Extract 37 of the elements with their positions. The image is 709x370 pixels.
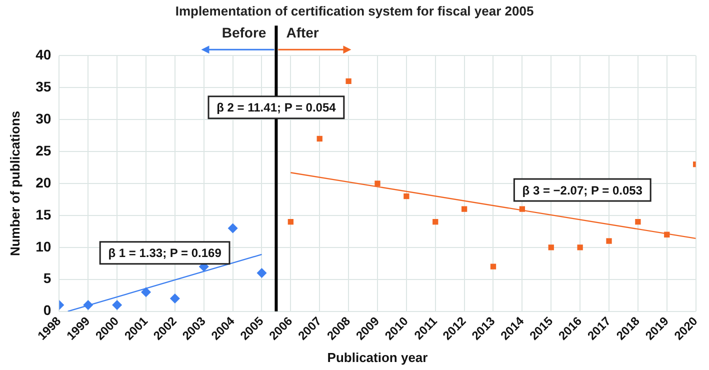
point	[316, 136, 322, 142]
y-tick-label: 25	[36, 142, 52, 158]
point	[606, 238, 612, 244]
point	[170, 294, 180, 304]
chart-title: Implementation of certification system for fiscal year 2005	[175, 3, 534, 18]
point	[519, 206, 526, 212]
point	[256, 268, 267, 278]
y-tick-label: 20	[36, 174, 52, 190]
point	[374, 180, 380, 186]
annotation: β 3 = −2.07; P = 0.053	[522, 183, 643, 198]
point	[461, 206, 468, 212]
y-tick-label: 15	[36, 206, 52, 222]
point	[577, 244, 583, 250]
point	[404, 193, 410, 200]
point	[664, 232, 670, 238]
y-tick-label: 30	[36, 110, 52, 126]
annotation: β 2 = 11.41; P = 0.054	[216, 100, 336, 115]
y-tick-label: 40	[36, 46, 52, 62]
point	[288, 219, 294, 225]
y-tick-label: 35	[36, 78, 52, 94]
point	[432, 219, 438, 225]
y-tick-label: 0	[43, 302, 52, 318]
point	[83, 300, 94, 310]
y-tick-label: 5	[43, 270, 52, 286]
y-axis-title: Number of publications	[7, 110, 22, 256]
point	[140, 287, 151, 298]
y-tick-label: 10	[36, 238, 52, 254]
point	[228, 223, 238, 234]
point	[346, 78, 352, 84]
annotation: β 1 = 1.33; P = 0.169	[108, 246, 222, 260]
point	[548, 244, 554, 250]
point	[635, 219, 641, 225]
point	[490, 264, 496, 270]
point	[112, 300, 122, 310]
x-axis-title: Publication year	[327, 350, 428, 365]
text: After	[286, 24, 320, 40]
text: Before	[222, 24, 266, 40]
